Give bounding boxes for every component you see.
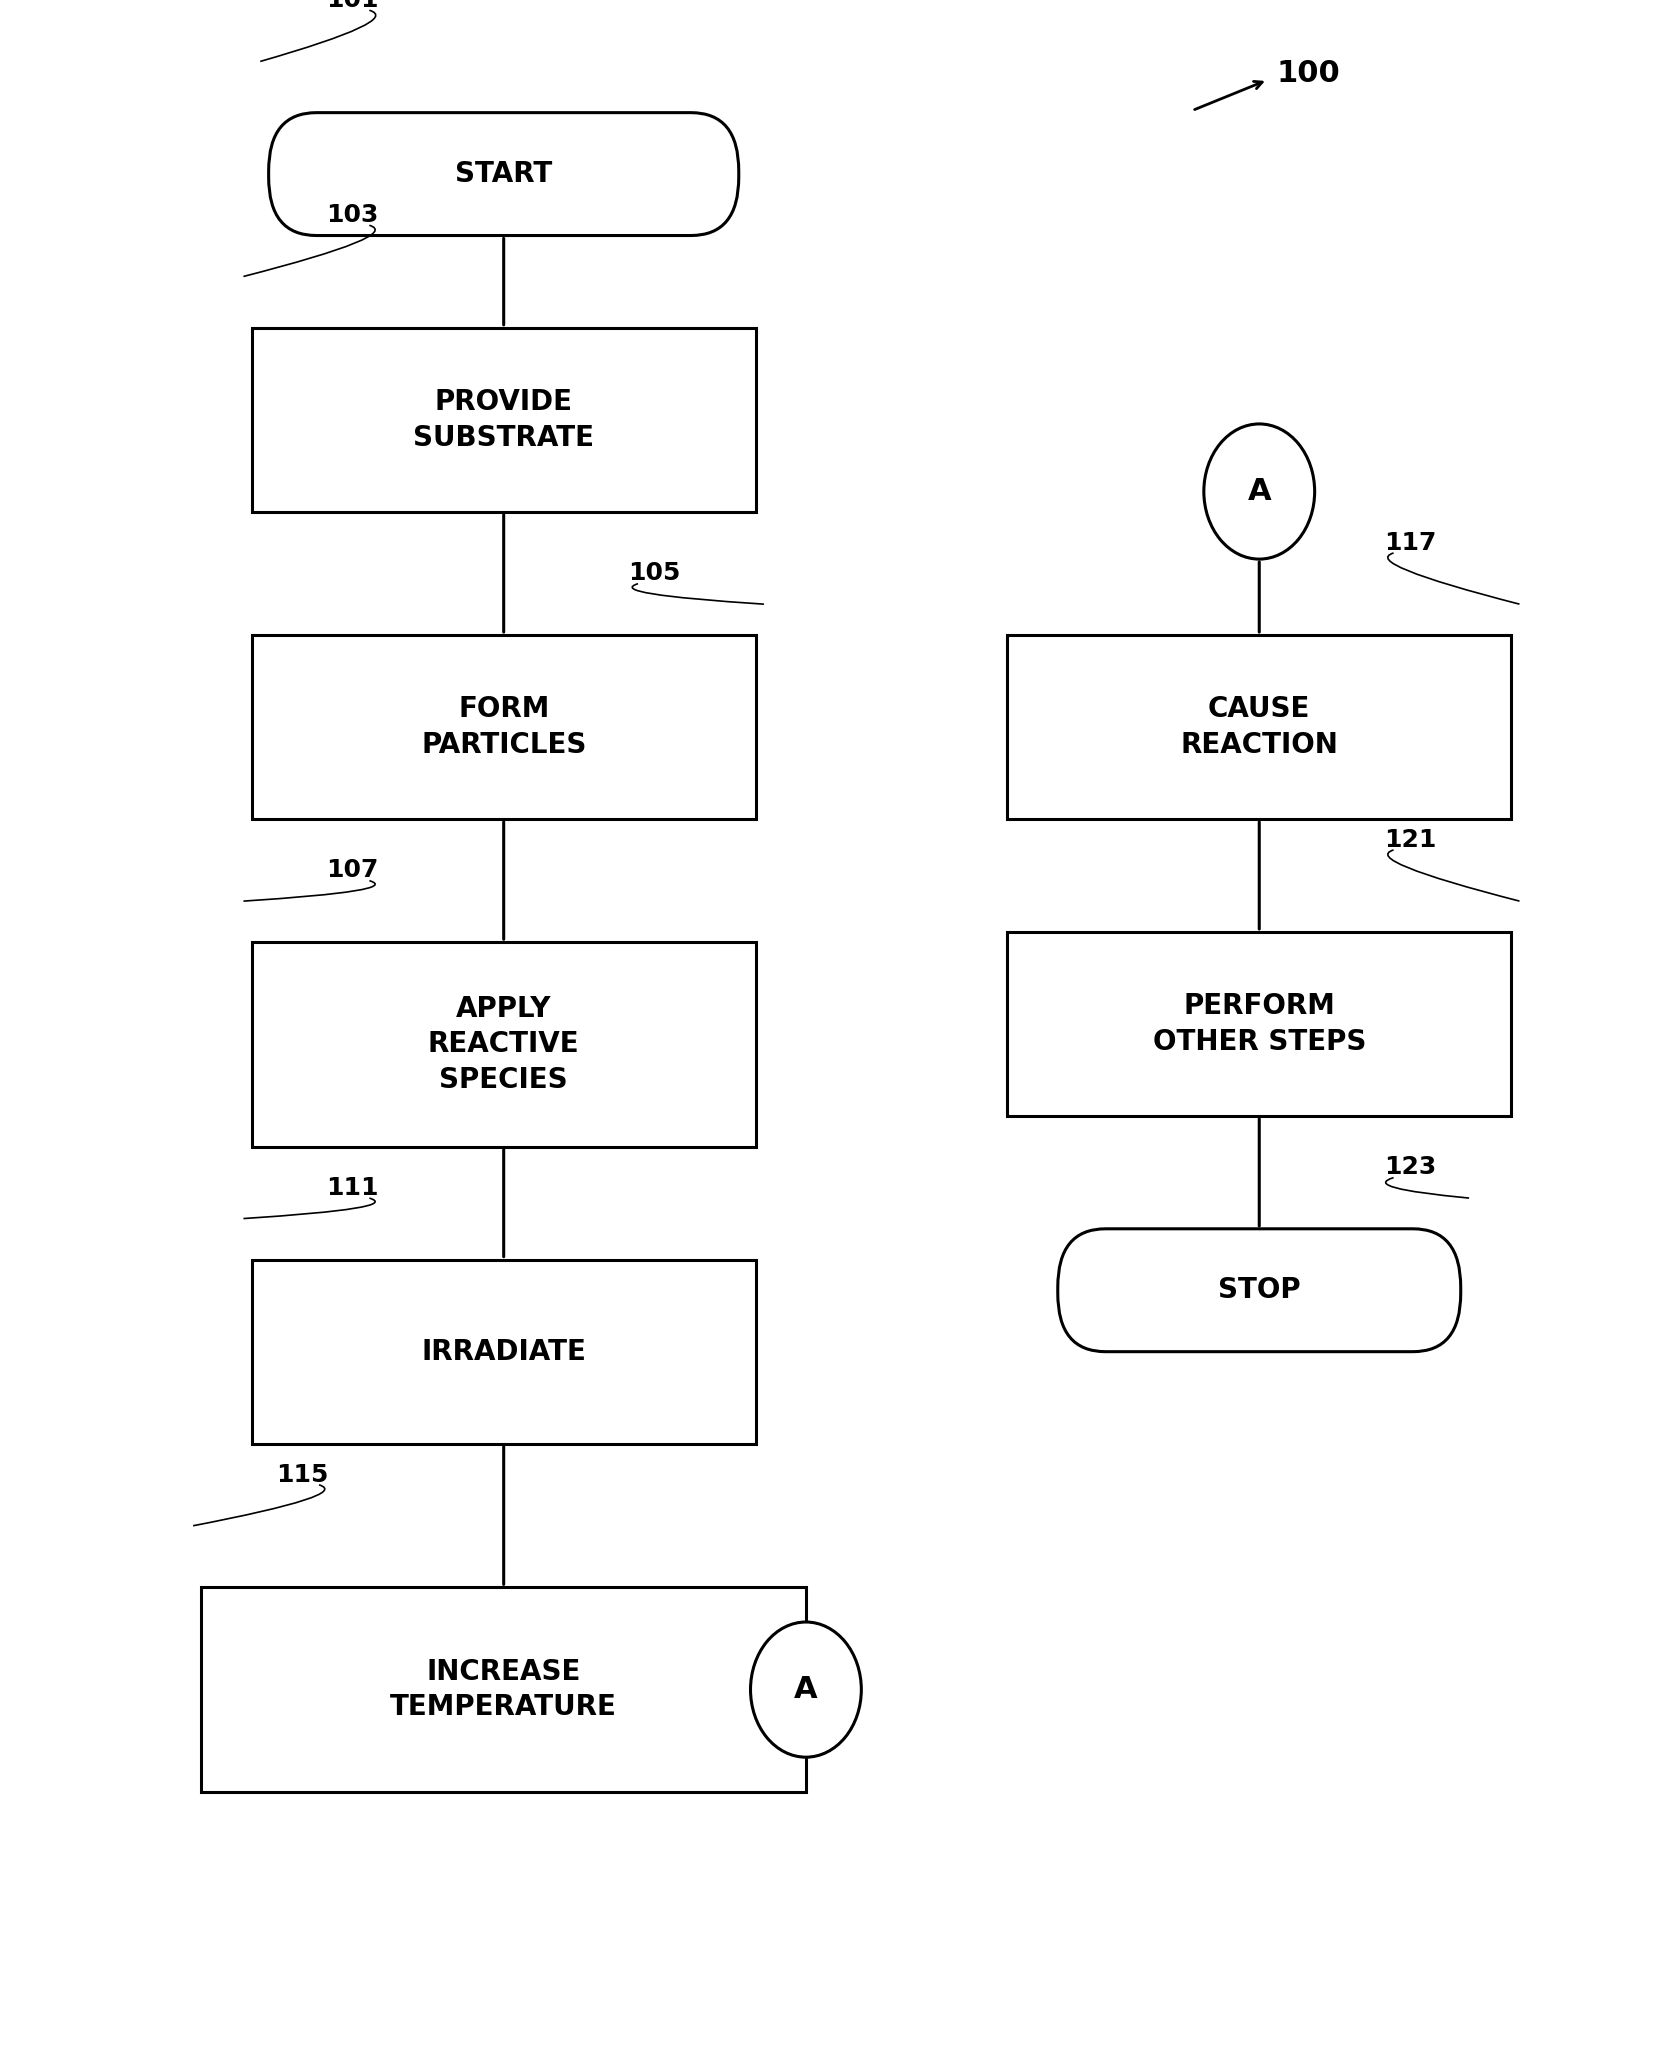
Text: 123: 123: [1383, 1155, 1437, 1180]
Bar: [1007, 635, 1511, 819]
Text: 100: 100: [1276, 59, 1340, 88]
Text: 117: 117: [1383, 530, 1437, 555]
Text: 115: 115: [275, 1462, 329, 1487]
Text: 121: 121: [1383, 827, 1437, 852]
Text: 105: 105: [628, 561, 682, 586]
Text: START: START: [455, 160, 552, 188]
Text: 107: 107: [326, 858, 379, 883]
Text: INCREASE
TEMPERATURE: INCREASE TEMPERATURE: [390, 1657, 618, 1722]
Text: PROVIDE
SUBSTRATE: PROVIDE SUBSTRATE: [413, 387, 594, 453]
Bar: [252, 942, 756, 1147]
Text: 103: 103: [326, 203, 379, 227]
Text: CAUSE
REACTION: CAUSE REACTION: [1180, 694, 1338, 760]
Bar: [252, 1260, 756, 1444]
Text: APPLY
REACTIVE
SPECIES: APPLY REACTIVE SPECIES: [428, 995, 579, 1094]
Text: A: A: [794, 1675, 818, 1704]
Circle shape: [1204, 424, 1315, 559]
Text: PERFORM
OTHER STEPS: PERFORM OTHER STEPS: [1152, 991, 1367, 1057]
Text: A: A: [1247, 477, 1271, 506]
Text: IRRADIATE: IRRADIATE: [421, 1337, 586, 1366]
Text: 101: 101: [326, 0, 379, 12]
Circle shape: [751, 1622, 861, 1757]
Text: STOP: STOP: [1217, 1276, 1301, 1305]
Bar: [201, 1587, 806, 1792]
FancyBboxPatch shape: [269, 113, 739, 236]
FancyBboxPatch shape: [1058, 1229, 1461, 1352]
Text: 111: 111: [326, 1176, 379, 1200]
Text: FORM
PARTICLES: FORM PARTICLES: [421, 694, 586, 760]
Bar: [252, 635, 756, 819]
Bar: [252, 328, 756, 512]
Bar: [1007, 932, 1511, 1116]
